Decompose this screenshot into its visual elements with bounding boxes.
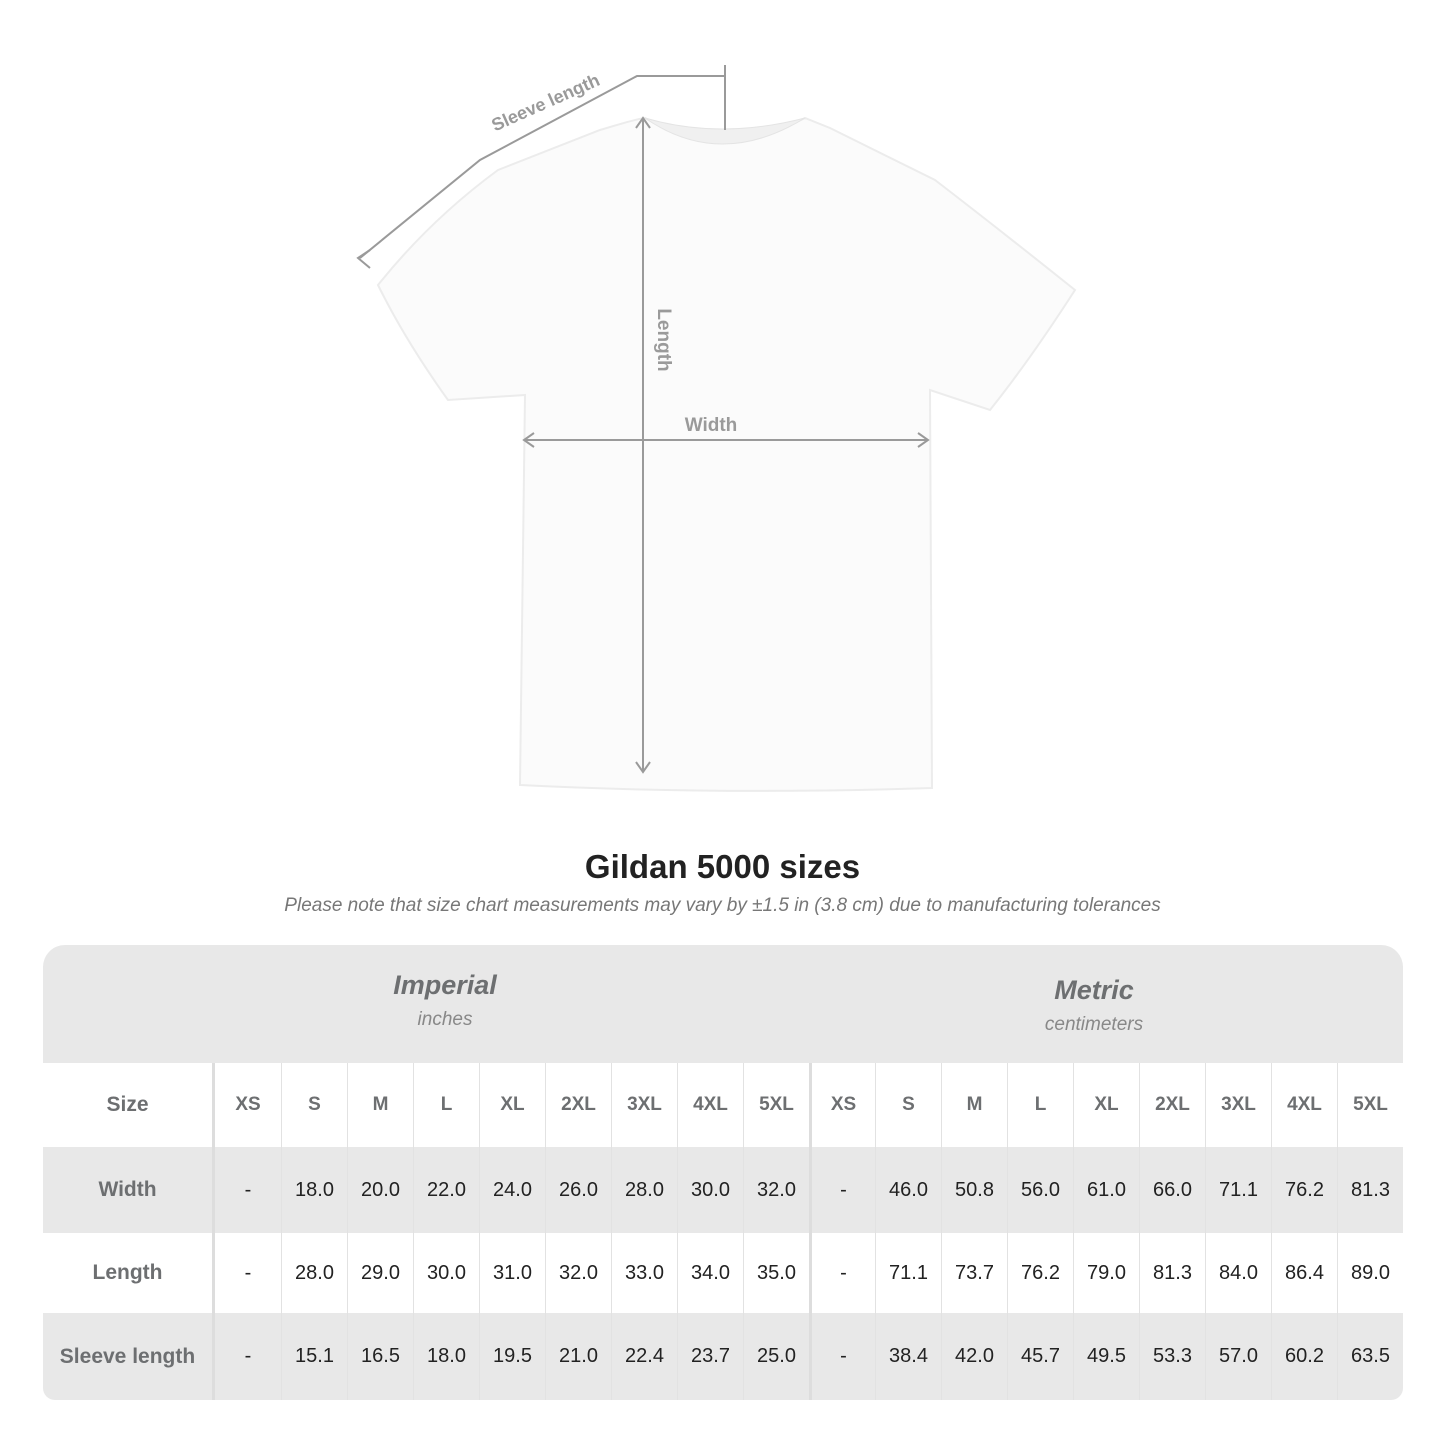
imperial-cell: 15.1 (281, 1313, 347, 1400)
imperial-cell: 28.0 (281, 1233, 347, 1313)
metric-size-header: XS (809, 1063, 875, 1147)
imperial-size-header: XS (235, 1094, 261, 1115)
metric-unit: centimeters (1044, 1014, 1144, 1035)
metric-cell: 57.0 (1205, 1313, 1271, 1400)
imperial-cell: 20.0 (347, 1147, 413, 1233)
metric-cell: 79.0 (1073, 1233, 1139, 1313)
metric-header: Metric centimeters (797, 975, 1391, 1036)
metric-cell: 81.3 (1337, 1147, 1403, 1233)
row-label: Size (43, 1063, 215, 1147)
imperial-cell: - (244, 1178, 252, 1201)
metric-cell: 56.0 (1007, 1147, 1073, 1233)
imperial-size-header: 3XL (611, 1063, 677, 1147)
row-label: Sleeve length (43, 1313, 215, 1400)
imperial-size-header: XL (479, 1063, 545, 1147)
imperial-cell: 19.5 (479, 1313, 545, 1400)
metric-cell: 38.4 (875, 1313, 941, 1400)
width-label: Width (685, 415, 738, 436)
tolerance-note: Please note that size chart measurements… (284, 895, 1161, 916)
metric-size-header: M (941, 1063, 1007, 1147)
metric-cell: 89.0 (1337, 1233, 1403, 1313)
metric-cell: 61.0 (1073, 1147, 1139, 1233)
size-table: Imperial inches Metric centimeters Size X… (43, 945, 1403, 1400)
metric-cell: 84.0 (1205, 1233, 1271, 1313)
imperial-cell: 18.0 (413, 1313, 479, 1400)
metric-size-header: L (1007, 1063, 1073, 1147)
metric-cell: 60.2 (1271, 1313, 1337, 1400)
imperial-cell: 22.4 (611, 1313, 677, 1400)
metric-cell: 46.0 (875, 1147, 941, 1233)
metric-cell: 71.1 (875, 1233, 941, 1313)
metric-cell: 71.1 (1205, 1147, 1271, 1233)
imperial-cell: 26.0 (545, 1147, 611, 1233)
imperial-size-header: M (347, 1063, 413, 1147)
imperial-size-header: S (281, 1063, 347, 1147)
metric-cell: 76.2 (1271, 1147, 1337, 1233)
imperial-header: Imperial inches (148, 970, 742, 1031)
imperial-title: Imperial (393, 970, 497, 1000)
metric-size-header: 2XL (1139, 1063, 1205, 1147)
metric-size-header: XL (1073, 1063, 1139, 1147)
imperial-size-header: L (413, 1063, 479, 1147)
imperial-cell: 29.0 (347, 1233, 413, 1313)
table-row: Length -28.0 29.0 30.0 31.0 32.0 33.0 34.0 35.0-… (43, 1233, 1403, 1313)
row-label: Length (43, 1233, 215, 1313)
imperial-cell: 32.0 (545, 1233, 611, 1313)
metric-cell: - (809, 1147, 875, 1233)
metric-cell: 81.3 (1139, 1233, 1205, 1313)
metric-cell: 76.2 (1007, 1233, 1073, 1313)
metric-cell: 42.0 (941, 1313, 1007, 1400)
imperial-cell: 25.0 (743, 1313, 809, 1400)
imperial-unit: inches (417, 1009, 473, 1030)
tshirt-image (376, 116, 1077, 792)
metric-cell: 73.7 (941, 1233, 1007, 1313)
imperial-cell: 21.0 (545, 1313, 611, 1400)
row-label: Width (43, 1147, 215, 1233)
imperial-cell: 31.0 (479, 1233, 545, 1313)
unit-header: Imperial inches Metric centimeters (43, 945, 1403, 1063)
imperial-cell: 30.0 (677, 1147, 743, 1233)
metric-cell: 63.5 (1337, 1313, 1403, 1400)
metric-title: Metric (1054, 975, 1134, 1005)
imperial-size-header: 2XL (545, 1063, 611, 1147)
metric-cell: 86.4 (1271, 1233, 1337, 1313)
metric-cell: 66.0 (1139, 1147, 1205, 1233)
metric-cell: 50.8 (941, 1147, 1007, 1233)
metric-size-header: 3XL (1205, 1063, 1271, 1147)
imperial-cell: - (244, 1345, 252, 1367)
imperial-cell: 28.0 (611, 1147, 677, 1233)
metric-cell: 45.7 (1007, 1313, 1073, 1400)
metric-cell: 53.3 (1139, 1313, 1205, 1400)
imperial-cell: - (244, 1261, 252, 1284)
measure-lines (356, 65, 930, 774)
length-label: Length (653, 308, 674, 371)
metric-size-header: 4XL (1271, 1063, 1337, 1147)
metric-cell: - (809, 1233, 875, 1313)
metric-size-header: S (875, 1063, 941, 1147)
size-header-row: Size XS S M L XL 2XL 3XL 4XL 5XL XS S M L XL 2XL 3XL 4XL 5… (43, 1063, 1403, 1147)
imperial-cell: 24.0 (479, 1147, 545, 1233)
imperial-cell: 23.7 (677, 1313, 743, 1400)
imperial-cell: 33.0 (611, 1233, 677, 1313)
imperial-cell: 18.0 (281, 1147, 347, 1233)
tshirt-diagram: Sleeve length Length Width (356, 65, 1077, 792)
imperial-cell: 35.0 (743, 1233, 809, 1313)
metric-cell: - (809, 1313, 875, 1400)
page-title: Gildan 5000 sizes (584, 848, 861, 885)
imperial-cell: 34.0 (677, 1233, 743, 1313)
imperial-cell: 22.0 (413, 1147, 479, 1233)
table-row: Width -18.0 20.0 22.0 24.0 26.0 28.0 30.0 32.0-4… (43, 1147, 1403, 1233)
imperial-size-header: 4XL (677, 1063, 743, 1147)
metric-cell: 49.5 (1073, 1313, 1139, 1400)
imperial-cell: 32.0 (743, 1147, 809, 1233)
imperial-size-header: 5XL (743, 1063, 809, 1147)
metric-size-header: 5XL (1337, 1063, 1403, 1147)
table-row: Sleeve length - 15.1 16.5 18.0 19.5 21.0 22.4 23… (43, 1313, 1403, 1400)
imperial-cell: 30.0 (413, 1233, 479, 1313)
imperial-cell: 16.5 (347, 1313, 413, 1400)
